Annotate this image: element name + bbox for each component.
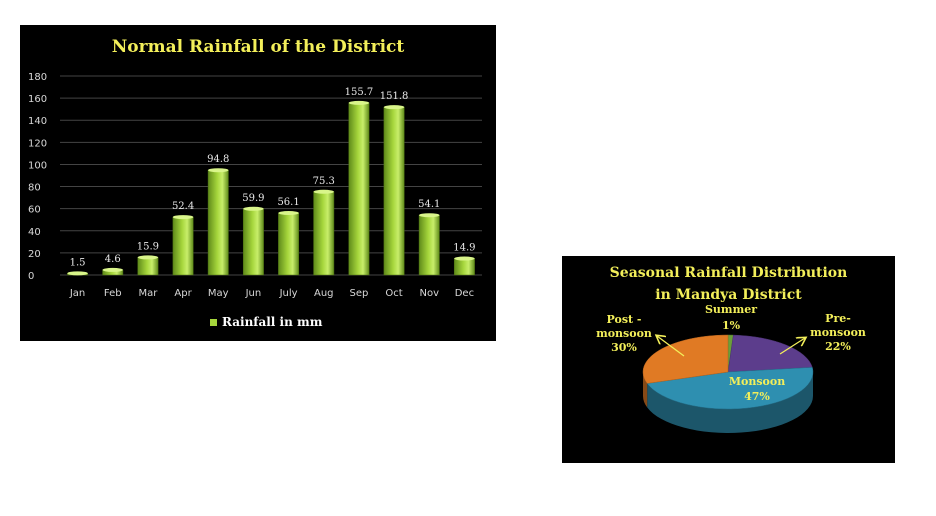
bar-chart-legend: Rainfall in mm <box>210 315 322 329</box>
y-tick-label: 80 <box>28 183 41 194</box>
bar-top <box>348 100 370 105</box>
y-tick-label: 120 <box>28 138 47 149</box>
pie-slice-label: monsoon <box>596 327 652 340</box>
bar-top <box>67 271 88 276</box>
y-tick-label: 140 <box>28 116 47 127</box>
bar <box>172 216 194 276</box>
pie-slice <box>727 334 813 373</box>
bar-chart-plot: 0 20 40 60 80 100 120 140 160 180 1.5 Jan 4.6 Feb 15.9… <box>28 72 482 299</box>
bar <box>348 102 370 276</box>
bar-chart-title: Normal Rainfall of the District <box>111 37 405 57</box>
x-tick-label: July <box>279 288 298 299</box>
pie-slice-label: 1% <box>722 319 741 332</box>
bar <box>313 191 335 276</box>
bar-value-label: 59.9 <box>242 193 264 204</box>
bar <box>453 258 475 276</box>
legend-swatch <box>210 318 217 326</box>
seasonal-pie-chart: Seasonal Rainfall Distribution in Mandya… <box>562 256 895 463</box>
bar-top <box>137 255 159 260</box>
pie-slice-label: monsoon <box>810 326 866 339</box>
pie-chart-title-line1: Seasonal Rainfall Distribution <box>609 265 848 281</box>
bar <box>137 257 159 276</box>
x-tick-label: Apr <box>174 288 192 299</box>
bar-value-label: 1.5 <box>70 257 86 268</box>
bar-top <box>102 267 123 272</box>
x-tick-label: Aug <box>314 288 334 299</box>
pie-slice-label: 47% <box>744 390 770 403</box>
pie-slice-label: Post - <box>607 313 642 326</box>
pie-slice <box>642 334 729 384</box>
bar <box>278 212 300 276</box>
bar-value-label: 14.9 <box>453 243 475 254</box>
bar-value-label: 15.9 <box>137 241 159 252</box>
pre-monsoon-pointer <box>779 338 805 355</box>
bar-value-label: 75.3 <box>313 176 335 187</box>
bar-top <box>208 168 229 173</box>
bar-value-label: 54.1 <box>418 199 440 210</box>
pie-slice-label: 22% <box>825 340 851 353</box>
pie-slice-side <box>643 372 648 408</box>
y-tick-label: 100 <box>28 160 47 171</box>
x-tick-label: Nov <box>419 288 439 299</box>
bar-value-label: 151.8 <box>380 91 409 102</box>
bar-value-label: 94.8 <box>207 154 229 165</box>
bar <box>383 106 405 276</box>
pie-slice-label: 30% <box>611 341 637 354</box>
bar-top <box>243 206 264 211</box>
x-tick-label: Sep <box>349 288 368 299</box>
rainfall-bar-chart: Normal Rainfall of the District 0 20 40 60 8… <box>20 25 496 341</box>
bar-top <box>278 210 299 215</box>
post-monsoon-pointer <box>657 336 685 357</box>
bar-top <box>313 189 334 194</box>
x-tick-label: Oct <box>385 288 402 299</box>
bar-top <box>454 256 475 261</box>
x-tick-label: Jun <box>245 288 262 299</box>
y-tick-label: 160 <box>28 94 47 105</box>
bar <box>418 214 440 276</box>
y-tick-label: 20 <box>28 249 41 260</box>
pie-slice-label: Monsoon <box>729 375 785 388</box>
bar-top <box>419 213 440 218</box>
x-tick-label: Dec <box>455 288 474 299</box>
y-tick-label: 180 <box>28 72 47 83</box>
y-tick-label: 0 <box>28 271 34 282</box>
legend-label: Rainfall in mm <box>222 315 323 329</box>
x-tick-label: Feb <box>104 288 122 299</box>
y-tick-label: 40 <box>28 227 41 238</box>
x-tick-label: Jan <box>69 288 85 299</box>
x-tick-label: Mar <box>138 288 158 299</box>
y-tick-label: 60 <box>28 205 41 216</box>
x-tick-label: May <box>208 288 229 299</box>
pie-slice-label: Summer <box>705 303 757 316</box>
bar-value-label: 56.1 <box>277 197 299 208</box>
bar <box>207 169 229 276</box>
pie-slice-side <box>647 372 813 433</box>
bar-top <box>172 215 194 220</box>
pie-slice-label: Pre- <box>825 312 851 325</box>
pie-chart-title: Seasonal Rainfall Distribution in Mandya… <box>562 262 895 306</box>
bar-value-label: 52.4 <box>172 201 194 212</box>
bar <box>242 208 264 276</box>
pie-chart-title-line2: in Mandya District <box>655 287 802 303</box>
bar-value-label: 4.6 <box>105 254 121 265</box>
bar-top <box>383 105 405 110</box>
bar-value-label: 155.7 <box>345 87 374 98</box>
